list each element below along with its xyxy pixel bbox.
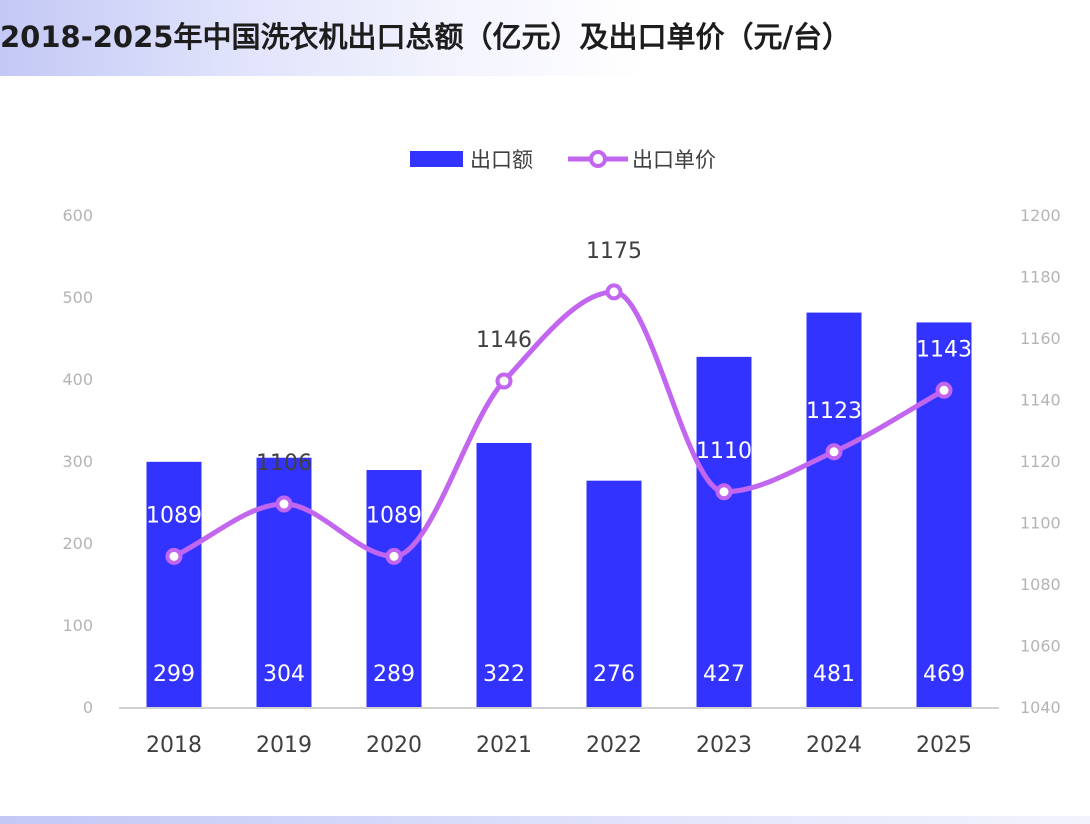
bar-value-label: 427 xyxy=(703,662,745,687)
y-left-tick-label: 400 xyxy=(62,370,93,389)
y-left-tick-label: 500 xyxy=(62,288,93,307)
legend-label-unit-price: 出口单价 xyxy=(632,148,716,172)
bar xyxy=(146,461,202,707)
legend-item-unit-price: 出口单价 xyxy=(568,143,716,175)
bar xyxy=(806,312,862,707)
unit-price-line xyxy=(171,289,947,559)
bar xyxy=(476,442,532,707)
y-right-tick-label: 1160 xyxy=(1020,329,1061,348)
y-right-tick-label: 1060 xyxy=(1020,637,1061,656)
x-tick-label: 2023 xyxy=(696,733,752,758)
x-tick-label: 2018 xyxy=(146,733,202,758)
bar-value-label: 304 xyxy=(263,662,305,687)
line-value-label: 1089 xyxy=(146,503,202,528)
x-tick-label: 2019 xyxy=(256,733,312,758)
x-tick-label: 2025 xyxy=(916,733,972,758)
bar-value-label: 469 xyxy=(923,662,965,687)
line-point xyxy=(495,372,513,390)
y-right-tick-label: 1100 xyxy=(1020,514,1061,533)
x-tick-label: 2022 xyxy=(586,733,642,758)
y-right-tick-label: 1140 xyxy=(1020,391,1061,410)
y-left-tick-label: 300 xyxy=(62,452,93,471)
line-value-label: 1143 xyxy=(916,337,972,362)
bar xyxy=(586,480,642,707)
legend-item-export-value: 出口额 xyxy=(410,143,533,175)
line-point xyxy=(275,495,293,513)
line-point xyxy=(715,483,733,501)
legend-line-swatch xyxy=(568,150,628,168)
line-value-label: 1110 xyxy=(696,439,752,464)
line-point xyxy=(385,547,403,565)
title-band xyxy=(0,0,640,76)
line-value-label: 1175 xyxy=(586,239,642,264)
line-value-label: 1089 xyxy=(366,503,422,528)
line-value-label: 1123 xyxy=(806,399,862,424)
bar xyxy=(696,356,752,707)
y-right-tick-label: 1080 xyxy=(1020,575,1061,594)
legend-bar-swatch xyxy=(410,151,463,167)
x-tick-label: 2020 xyxy=(366,733,422,758)
bar-value-label: 289 xyxy=(373,662,415,687)
chart-title: 2018-2025年中国洗衣机出口总额（亿元）及出口单价（元/台） xyxy=(0,20,852,54)
y-right-tick-label: 1120 xyxy=(1020,452,1061,471)
bottom-band xyxy=(0,816,1090,824)
bar-value-label: 299 xyxy=(153,662,195,687)
y-right-tick-label: 1200 xyxy=(1020,206,1061,225)
legend-label-export-value: 出口额 xyxy=(470,148,533,172)
line-point xyxy=(165,547,183,565)
y-left-tick-label: 100 xyxy=(62,616,93,635)
y-left-tick-label: 200 xyxy=(62,534,93,553)
bar-value-label: 322 xyxy=(483,662,525,687)
bar xyxy=(916,322,972,707)
x-tick-label: 2024 xyxy=(806,733,862,758)
y-left-tick-label: 0 xyxy=(83,698,93,717)
bar-value-label: 276 xyxy=(593,662,635,687)
line-value-label: 1146 xyxy=(476,328,532,353)
y-right-tick-label: 1040 xyxy=(1020,698,1061,717)
line-point xyxy=(605,283,623,301)
line-value-label: 1106 xyxy=(256,451,312,476)
bar-value-label: 481 xyxy=(813,662,855,687)
line-point xyxy=(935,381,953,399)
y-left-tick-label: 600 xyxy=(62,206,93,225)
x-tick-label: 2021 xyxy=(476,733,532,758)
y-right-tick-label: 1180 xyxy=(1020,268,1061,287)
bar xyxy=(366,470,422,707)
line-point xyxy=(825,443,843,461)
